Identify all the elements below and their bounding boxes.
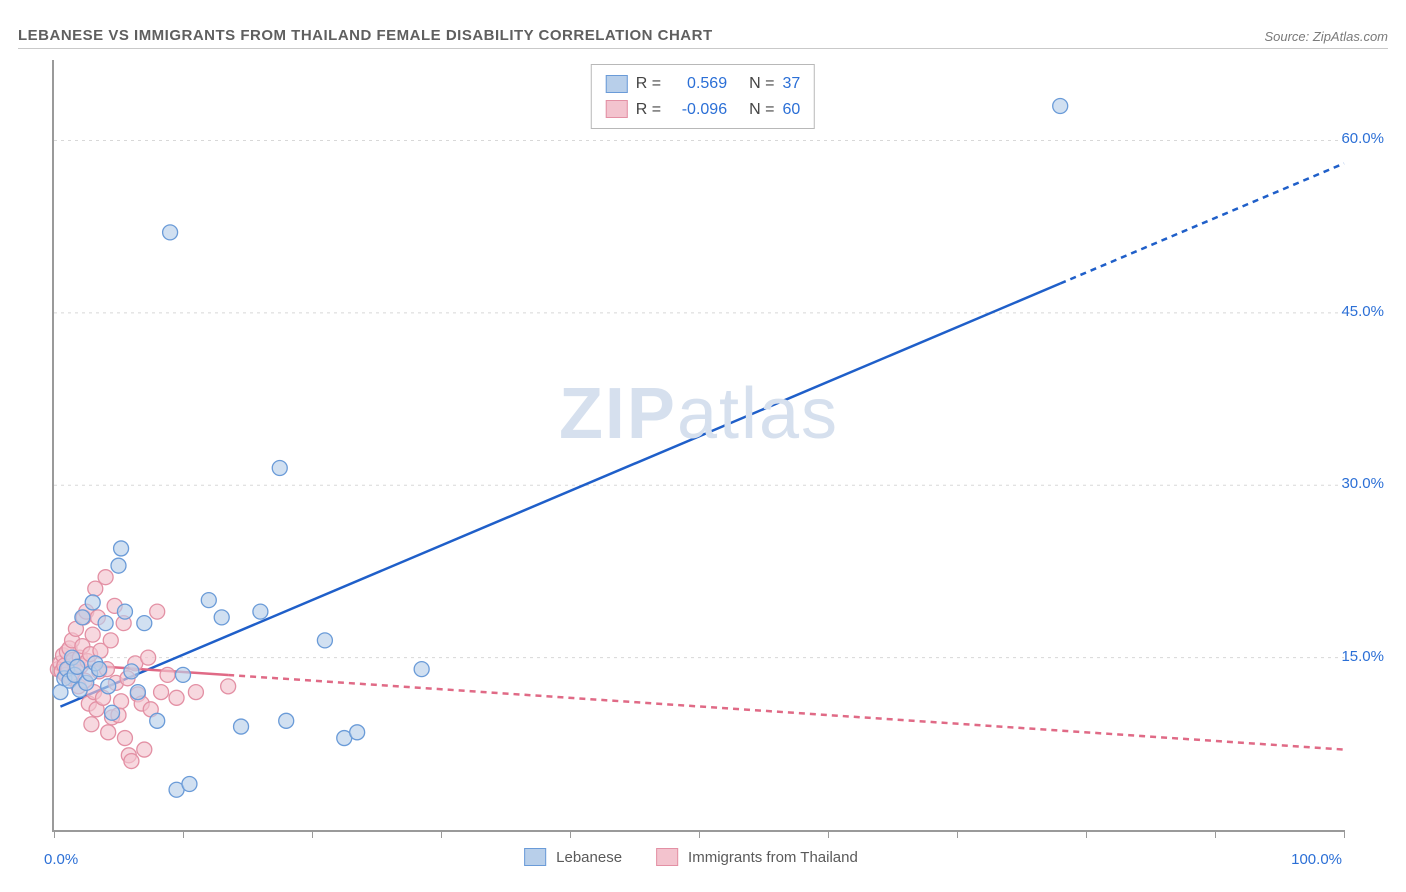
n-label: N = — [749, 71, 774, 97]
r-value: 0.569 — [669, 71, 727, 97]
source-label: Source: ZipAtlas.com — [1264, 29, 1388, 44]
n-value: 37 — [782, 71, 800, 97]
legend-swatch — [524, 848, 546, 866]
y-tick-label: 15.0% — [1341, 648, 1384, 665]
legend-series-label: Lebanese — [556, 849, 622, 866]
stats-legend-row: R = -0.096 N = 60 — [606, 97, 800, 123]
chart-wrapper: LEBANESE VS IMMIGRANTS FROM THAILAND FEM… — [0, 0, 1406, 892]
stats-legend-row: R = 0.569 N = 37 — [606, 71, 800, 97]
r-value: -0.096 — [669, 97, 727, 123]
y-tick-label: 60.0% — [1341, 130, 1384, 147]
legend-series-label: Immigrants from Thailand — [688, 849, 858, 866]
y-tick-label: 45.0% — [1341, 303, 1384, 320]
series-legend: Lebanese Immigrants from Thailand — [524, 848, 882, 866]
stats-legend: R = 0.569 N = 37 R = -0.096 N = 60 — [591, 64, 815, 129]
r-label: R = — [636, 71, 661, 97]
chart-title: LEBANESE VS IMMIGRANTS FROM THAILAND FEM… — [18, 27, 713, 44]
x-axis-max-label: 100.0% — [1291, 851, 1342, 868]
legend-swatch — [606, 100, 628, 118]
title-bar: LEBANESE VS IMMIGRANTS FROM THAILAND FEM… — [18, 18, 1388, 49]
legend-swatch — [606, 75, 628, 93]
y-tick-label: 30.0% — [1341, 475, 1384, 492]
x-axis-origin-label: 0.0% — [44, 851, 78, 868]
scatter-plot-svg — [54, 60, 1344, 830]
plot-area: ZIPatlas — [52, 60, 1344, 832]
legend-swatch — [656, 848, 678, 866]
n-value: 60 — [782, 97, 800, 123]
r-label: R = — [636, 97, 661, 123]
n-label: N = — [749, 97, 774, 123]
